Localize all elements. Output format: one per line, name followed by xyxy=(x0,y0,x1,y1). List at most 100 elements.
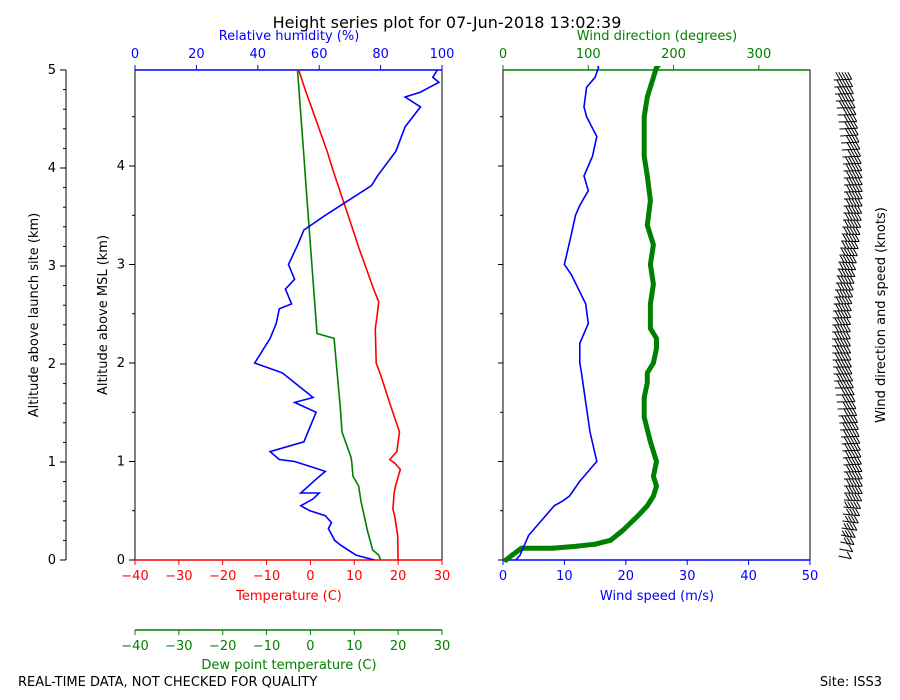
wind-barb-flag xyxy=(843,352,849,361)
wind-barb-flag xyxy=(851,464,857,472)
wind-barb-flag xyxy=(849,276,855,284)
wind-barb-flag xyxy=(836,282,842,291)
wind-barb-shaft xyxy=(842,449,861,452)
wind-barb-flag xyxy=(851,107,857,115)
wind-panel: 0 10 20 30 40 50 0 100 200 300 xyxy=(498,47,818,584)
wind-barb-flag xyxy=(845,198,851,207)
wind-barb-flag xyxy=(857,205,863,214)
temperature-axis-tick-label: 0 xyxy=(306,569,314,584)
wind-barb-flag xyxy=(853,449,859,458)
wind-barb-flag xyxy=(846,248,852,257)
wind-barb-flag xyxy=(851,471,857,480)
wind-barb-flag xyxy=(845,177,851,185)
wind-barb-flag xyxy=(838,100,844,108)
wind-barb-flag xyxy=(844,366,850,375)
wind-barb-flag xyxy=(836,79,842,87)
wind-barb-flag xyxy=(855,227,861,235)
wind-barb-flag xyxy=(854,163,860,171)
wind-barb-flag xyxy=(845,324,851,332)
wind-barb-flag xyxy=(850,515,856,524)
wind-barb-flag xyxy=(845,456,850,465)
wind-barb-flag xyxy=(834,352,840,361)
wind-barb-flag xyxy=(846,227,852,235)
wind-barb-flag xyxy=(834,303,840,311)
wind-barb-flag xyxy=(843,338,848,347)
wind-barb-flag xyxy=(856,213,862,221)
wind-barb-flag xyxy=(848,380,854,389)
wind-barb-flag xyxy=(848,478,854,487)
wind-barb-flag xyxy=(853,213,859,221)
wind-barb-flag xyxy=(847,127,853,136)
wind-barb-shaft xyxy=(841,141,860,144)
wind-barb-flag xyxy=(848,184,854,192)
wind-barb-shaft xyxy=(841,148,860,151)
temperature-axis-tick-label: −20 xyxy=(209,569,236,584)
wind-barb-flag xyxy=(849,141,855,150)
wind-barb-flag xyxy=(840,93,846,101)
humidity-axis-label: Relative humidity (%) xyxy=(219,29,360,44)
wind-speed-line xyxy=(503,66,661,560)
dewpoint-axis-label: Dew point temperature (C) xyxy=(201,658,376,673)
wind-barb-flag xyxy=(851,177,857,185)
wind-barb-flag xyxy=(837,345,843,354)
wind-direction-axis-label: Wind direction (degrees) xyxy=(577,29,737,44)
wind-barb-flag xyxy=(847,220,853,228)
wind-barb-flag xyxy=(843,537,849,545)
wind-barb-flag xyxy=(839,324,845,332)
wind-barb-flag xyxy=(853,515,859,524)
wind-barb-flag xyxy=(843,523,849,531)
wind-barb-shaft xyxy=(833,78,852,81)
wind-direction-axis-tick-label: 0 xyxy=(499,47,507,62)
wind-barb-flag xyxy=(840,255,845,264)
wind-barb-flag xyxy=(843,310,849,318)
wind-barb-shaft xyxy=(840,134,859,137)
wind-barb-flag xyxy=(849,523,855,531)
wind-barb-flag xyxy=(843,93,849,101)
wind-barb-flag xyxy=(855,141,861,150)
wind-barb-flag xyxy=(840,338,845,347)
wind-barb-shaft xyxy=(838,120,857,123)
wind-barb-flag xyxy=(851,493,857,502)
left-axis-tick-label: 2 xyxy=(48,357,56,372)
wind-barb-flag xyxy=(850,213,856,221)
humidity-axis-tick-label: 0 xyxy=(131,47,139,62)
wind-barb-flag xyxy=(848,198,854,207)
wind-barb-flag xyxy=(834,338,839,347)
wind-barb-flag xyxy=(854,205,860,214)
wind-barb-flag xyxy=(846,537,852,545)
wind-barb-flag xyxy=(841,269,847,277)
wind-barb-flag xyxy=(851,478,857,487)
wind-barb-flag xyxy=(850,241,856,249)
wind-barb-flag xyxy=(851,191,857,200)
wind-barb-flag xyxy=(839,282,845,291)
wind-barb-flag xyxy=(834,317,839,325)
wind-barb-flag xyxy=(842,289,848,298)
wind-barb-flag xyxy=(852,523,858,531)
wind-barb-flag xyxy=(845,86,851,94)
wind-barbs xyxy=(831,71,863,560)
wind-barb-flag xyxy=(840,276,846,284)
wind-barb-flag xyxy=(835,296,841,304)
wind-barb-flag xyxy=(850,415,856,423)
dewpoint-axis-tick-label: −10 xyxy=(253,639,280,654)
temperature-axis-tick-label: 20 xyxy=(390,569,407,584)
wind-barb-flag xyxy=(843,114,849,122)
wind-barb-flag xyxy=(845,79,851,87)
wind-barb-flag xyxy=(842,401,848,409)
wind-barb-flag xyxy=(851,184,857,192)
wind-barb-flag xyxy=(854,191,860,200)
footer-site: Site: ISS3 xyxy=(820,675,882,690)
wind-barb-shaft xyxy=(840,428,859,431)
wind-speed-axis-tick-label: 40 xyxy=(740,569,757,584)
wind-barb-flag xyxy=(847,269,853,277)
humidity-axis-tick-label: 80 xyxy=(372,47,389,62)
wind-barb-flag xyxy=(844,269,850,277)
wind-barb-flag xyxy=(837,317,842,325)
wind-barb-flag xyxy=(838,366,844,375)
wind-barb-flag xyxy=(835,359,840,368)
wind-direction-axis-tick-label: 100 xyxy=(576,47,601,62)
wind-barb-flag xyxy=(840,345,846,354)
wind-barb-flag xyxy=(846,435,852,444)
msl-axis-tick-label: 0 xyxy=(117,553,125,568)
